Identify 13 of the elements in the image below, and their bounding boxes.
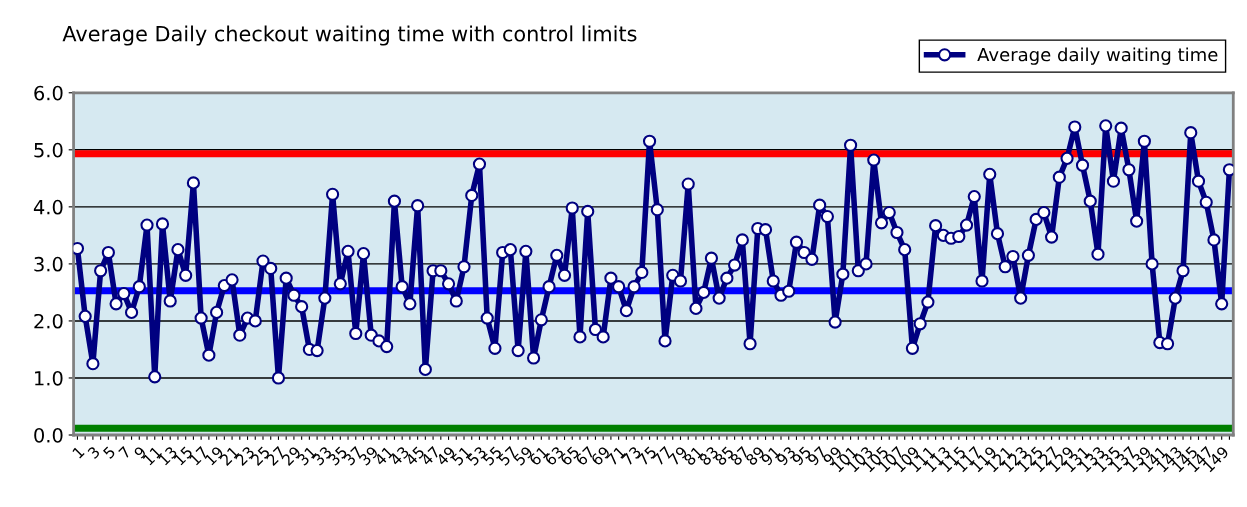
y-tick-label: 6.0 — [34, 85, 63, 101]
legend-label: Average daily waiting time — [977, 47, 1218, 65]
y-tick-label: 5.0 — [34, 142, 63, 158]
y-tick-label: 3.0 — [34, 256, 63, 272]
y-tick-label: 1.0 — [35, 370, 63, 386]
y-tick-label: 0.0 — [34, 427, 63, 443]
y-tick-label: 2.0 — [34, 313, 63, 329]
x-tick-label: 1 — [72, 446, 85, 459]
x-tick-label: 5 — [102, 446, 116, 460]
chart-title: Average Daily checkout waiting time with control limits — [62, 25, 637, 46]
x-tick-label: 7 — [118, 445, 132, 459]
y-tick-label: 4.0 — [33, 199, 63, 215]
x-tick-label: 3 — [87, 445, 101, 460]
